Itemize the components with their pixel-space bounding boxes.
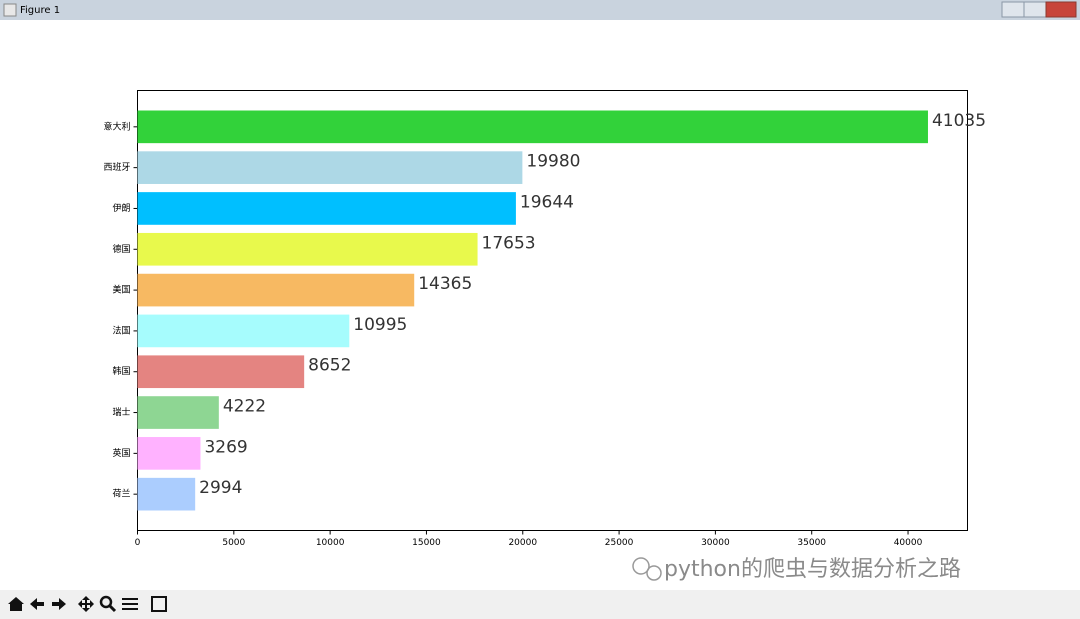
bar: [137, 192, 516, 225]
pan-button[interactable]: [78, 596, 94, 612]
watermark: python的爬虫与数据分析之路: [632, 557, 961, 582]
app-icon: [3, 3, 17, 17]
value-label: 17653: [482, 233, 536, 253]
x-tick-label: 25000: [605, 538, 634, 548]
zoom-handle: [107, 603, 117, 613]
y-tick-label: 德国: [112, 243, 130, 255]
y-tick-label: 英国: [112, 447, 130, 459]
wechat-icon: [632, 557, 650, 575]
value-label: 2994: [199, 478, 242, 498]
y-tick-label: 法国: [112, 324, 130, 336]
x-tick-label: 35000: [797, 538, 826, 548]
bar: [137, 273, 415, 307]
value-label: 3269: [204, 437, 247, 457]
y-tick-label: 荷兰: [112, 488, 130, 500]
bar: [137, 232, 478, 266]
minimize-button[interactable]: [1001, 1, 1025, 18]
watermark-text: python的爬虫与数据分析之路: [664, 557, 961, 582]
y-tick-label: 韩国: [112, 365, 130, 377]
x-tick-label: 20000: [508, 538, 537, 548]
bar: [137, 151, 523, 184]
window-title: Figure 1: [20, 5, 60, 16]
save-button[interactable]: [151, 596, 167, 612]
x-tick-label: 0: [135, 538, 141, 548]
y-tick-label: 西班牙: [103, 161, 130, 173]
bar: [137, 477, 196, 511]
home-button[interactable]: [8, 597, 24, 611]
value-label: 4222: [223, 397, 266, 417]
value-label: 8652: [308, 356, 351, 376]
x-tick-label: 15000: [412, 538, 441, 548]
x-tick-label: 10000: [316, 538, 345, 548]
axes-frame: [137, 90, 968, 531]
toolbar-icons: [8, 595, 167, 613]
x-tick-label: 40000: [894, 538, 923, 548]
bar: [137, 314, 350, 348]
value-label: 10995: [353, 315, 407, 335]
y-tick-label: 美国: [112, 284, 130, 296]
bar: [137, 396, 219, 429]
configure-button[interactable]: [122, 598, 138, 610]
bar: [137, 110, 928, 144]
forward-button[interactable]: [52, 598, 66, 610]
wechat-icon: [646, 565, 662, 581]
bar: [137, 355, 305, 389]
maximize-button[interactable]: [1023, 1, 1047, 18]
x-tick-label: 5000: [222, 538, 245, 548]
value-label: 19980: [526, 152, 580, 172]
y-tick-label: 意大利: [103, 120, 130, 132]
close-button[interactable]: [1045, 1, 1077, 18]
value-label: 14365: [418, 274, 472, 294]
y-tick-label: 伊朗: [112, 202, 130, 214]
title-bar: [0, 0, 1080, 20]
value-label: 19644: [520, 192, 574, 212]
back-button[interactable]: [30, 598, 44, 610]
zoom-button[interactable]: [99, 595, 113, 609]
toolbar: [0, 590, 1080, 619]
y-tick-label: 瑞士: [112, 406, 130, 418]
value-label: 41035: [932, 111, 986, 131]
bar: [137, 437, 201, 470]
x-tick-label: 30000: [701, 538, 730, 548]
